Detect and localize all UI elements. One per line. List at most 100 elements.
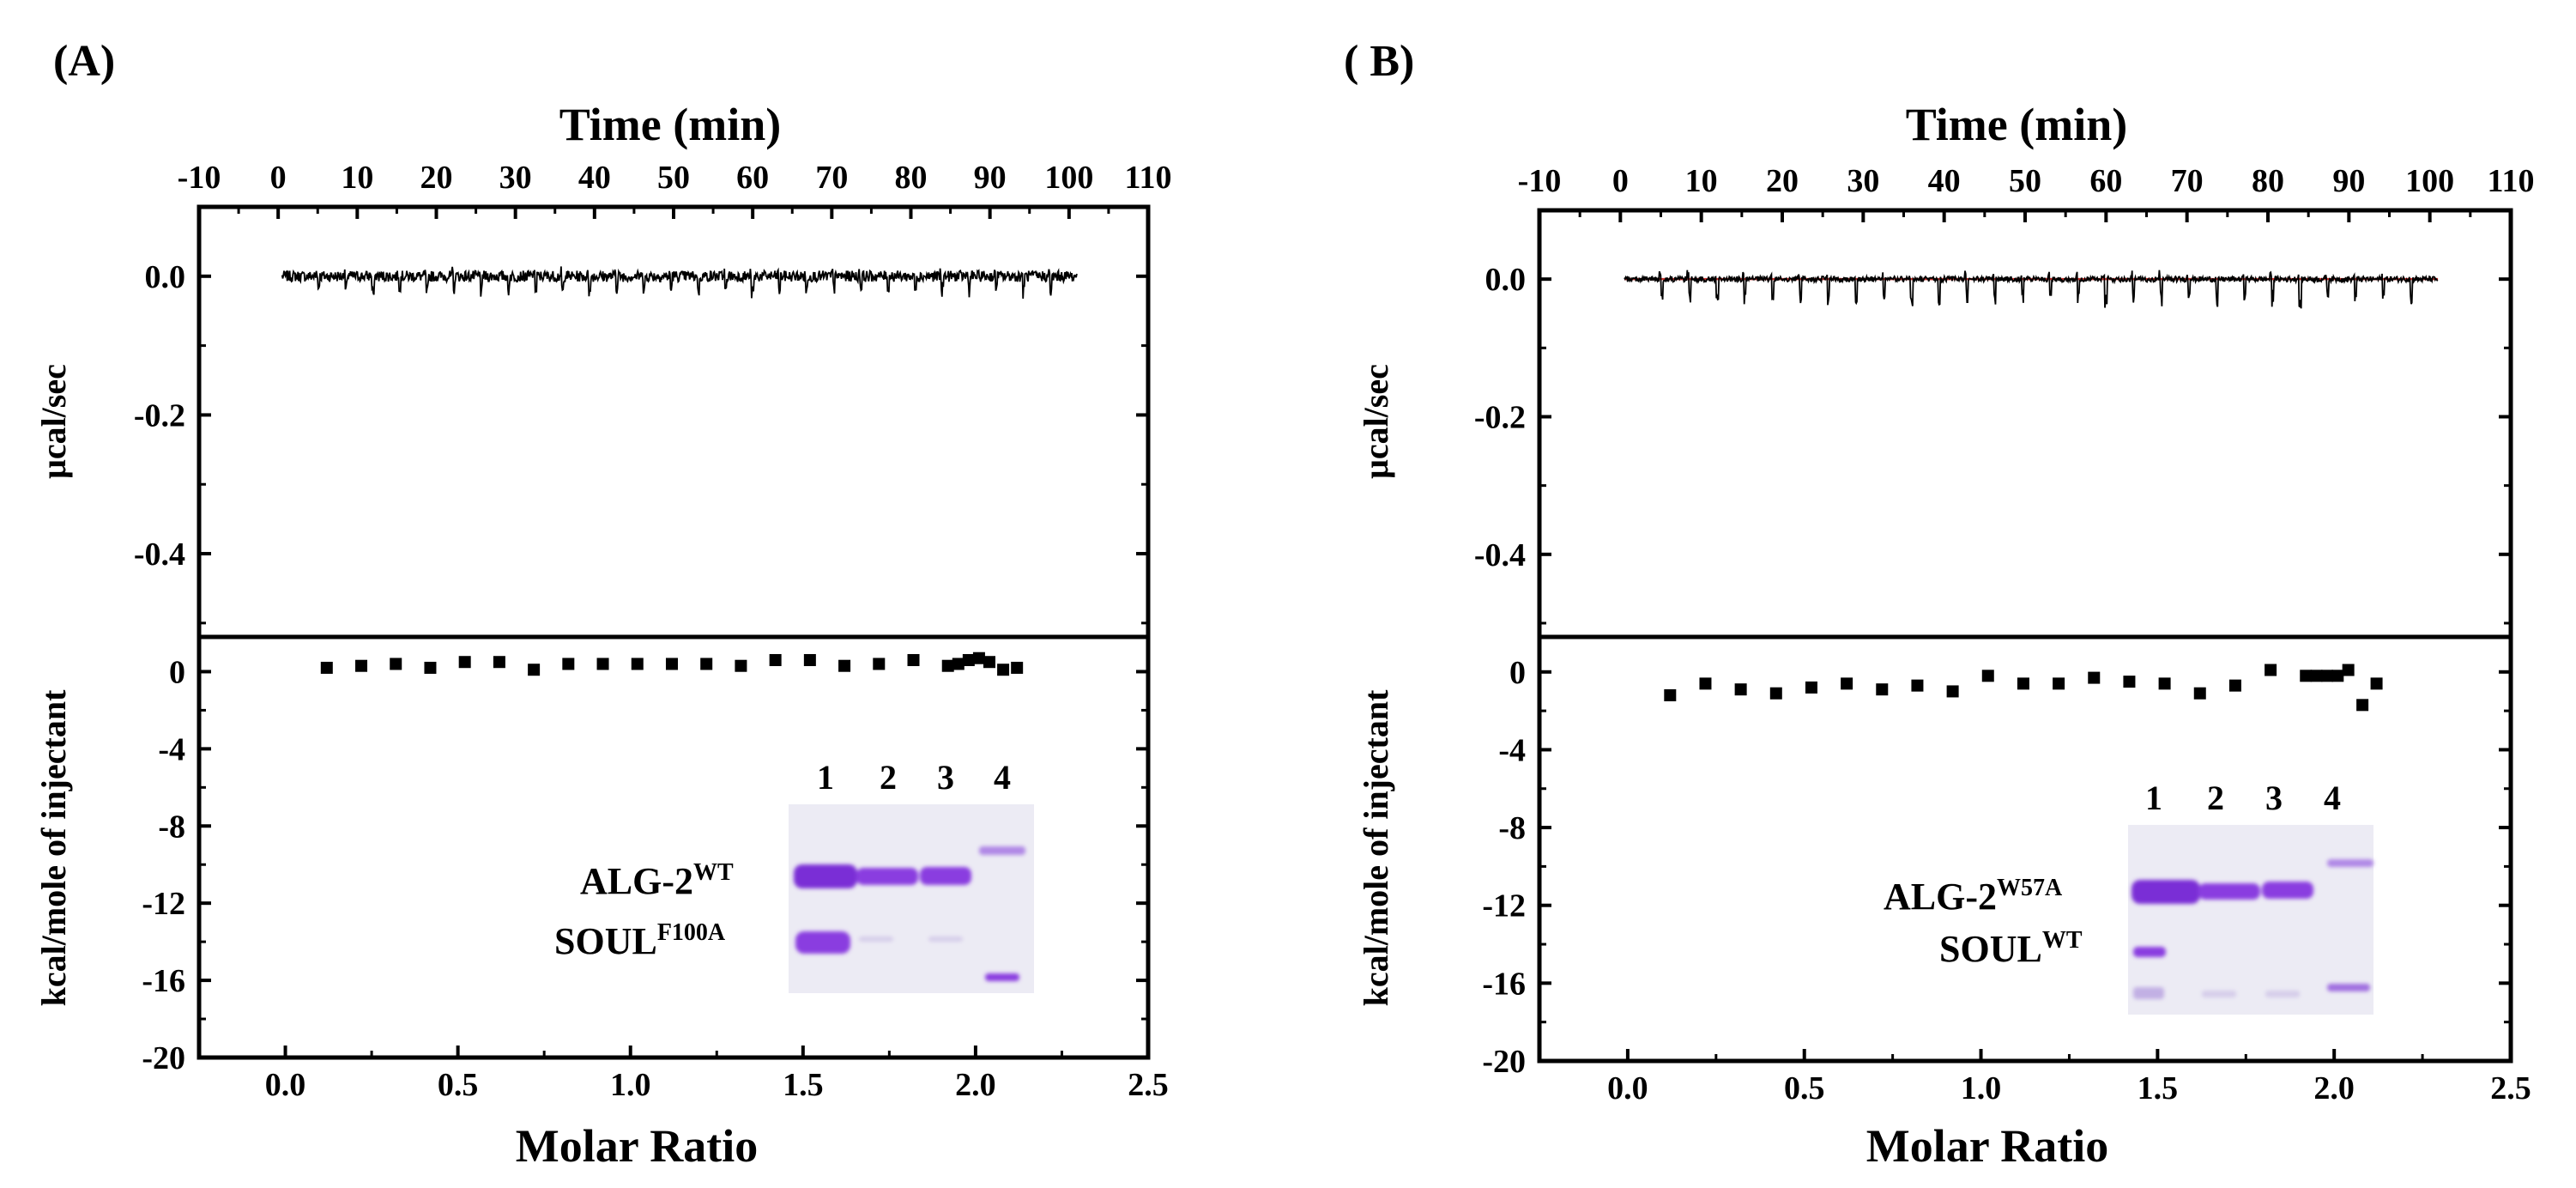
gel-band [795,931,850,954]
data-point [1011,661,1024,674]
data-point [2320,670,2333,682]
protein-label-soul: SOULF100A [554,919,726,962]
x-tick-label: 1.5 [783,1067,824,1103]
axis-ticks [1538,210,2513,1063]
x-tick-label: 60 [736,160,769,196]
data-point [596,658,609,670]
gel-band [2198,883,2260,900]
top-y-axis-label: μcal/sec [1357,364,1395,479]
data-point [873,658,886,670]
gel-band [2265,991,2300,997]
thermogram-line [1624,270,2439,309]
data-point [2370,677,2383,690]
data-point [769,653,782,666]
gel-band [2132,880,2200,904]
data-point [962,653,975,666]
data-point [972,652,985,664]
y-tick-label: -20 [142,1040,185,1076]
x-tick-label: 80 [895,160,928,196]
top-y-axis-label: μcal/sec [34,364,73,479]
bottom-x-axis-title: Molar Ratio [1866,1120,2108,1172]
gel-band [2327,859,2373,867]
data-point [631,658,644,670]
gel-lane-label: 3 [2265,779,2283,817]
gel-image [789,804,1034,993]
x-tick-label: 10 [341,160,373,196]
x-tick-label: 60 [2089,163,2122,199]
gel-band [856,868,918,885]
bottom-y-axis-label: kcal/mole of injectant [1357,689,1395,1006]
data-point [2123,676,2136,688]
gel-band [2133,947,2166,957]
gel-band [979,846,1025,855]
bottom-y-tick-labels: 0 -4 -8 -12 -16 -20 [142,654,185,1076]
protein-label-soul: SOULWT [1939,927,2083,970]
x-tick-label: 2.0 [955,1067,996,1103]
x-tick-label: 80 [2252,163,2284,199]
y-tick-label: -4 [158,731,185,767]
y-tick-label: -8 [158,809,185,845]
x-tick-label: 100 [2405,163,2454,199]
y-tick-label: -8 [1498,810,1526,846]
gel-inset: 1 2 3 4 ALG-2W57A SOULWT [1884,779,2373,1015]
data-point [2331,670,2344,682]
top-x-axis-title: Time (min) [559,99,781,150]
gel-band [2202,991,2236,997]
gel-band [985,973,1019,981]
y-tick-label: -16 [142,963,185,999]
data-point [2356,699,2369,712]
x-tick-label: 1.5 [2138,1070,2179,1106]
data-point [2053,677,2065,690]
data-point [2300,670,2313,682]
x-tick-label: 10 [1685,163,1718,199]
x-tick-label: 40 [1928,163,1961,199]
data-point [983,656,995,669]
x-tick-label: 0.5 [438,1067,479,1103]
gel-band [794,864,857,888]
x-tick-label: 20 [420,160,453,196]
gel-inset: 1 2 3 4 ALG-2WT SOULF100A [554,758,1034,993]
data-point [1841,677,1853,690]
x-tick-label: 50 [657,160,690,196]
binding-isotherm-points [1664,664,2383,712]
data-point [1805,681,1817,694]
x-tick-label: 30 [499,160,532,196]
gel-bands [2132,859,2373,999]
x-tick-label: 90 [974,160,1007,196]
data-point [424,661,437,674]
gel-lane-label: 1 [817,758,834,797]
x-tick-label: 2.5 [2490,1070,2531,1106]
data-point [952,658,964,670]
data-point [390,658,402,670]
axis-ticks [197,207,1150,1059]
panel-b: ( B) Time (min) -10 0 10 20 30 40 50 60 70 80 90 10… [1344,37,2534,1172]
panel-b-label: ( B) [1344,37,1414,86]
data-point [2342,664,2355,676]
x-tick-label: 0 [270,160,287,196]
top-x-tick-labels: -10 0 10 20 30 40 50 60 70 80 90 100 110 [1518,163,2535,199]
protein-label-alg2: ALG-2W57A [1884,875,2063,918]
x-tick-label: 110 [1125,160,1172,196]
gel-image [2128,825,2373,1015]
data-point [700,658,713,670]
data-point [1734,683,1747,696]
gel-lane-label: 2 [2207,779,2224,817]
bottom-x-axis-title: Molar Ratio [516,1120,758,1172]
thermogram-line [281,266,1078,299]
top-y-tick-labels: 0.0 -0.2 -0.4 [134,259,185,573]
gel-band [2133,987,2164,999]
data-point [1699,677,1712,690]
x-tick-label: -10 [178,160,221,196]
data-point [320,661,333,674]
y-tick-label: 0.0 [1485,262,1527,298]
data-point [665,658,678,670]
gel-lane-label: 4 [2324,779,2341,817]
data-point [941,659,954,672]
gel-bands [794,846,1025,981]
thermogram-trace [1624,270,2439,309]
y-tick-label: -4 [1498,732,1526,768]
data-point [803,653,816,666]
x-tick-label: 20 [1766,163,1799,199]
gel-band [2262,882,2313,899]
